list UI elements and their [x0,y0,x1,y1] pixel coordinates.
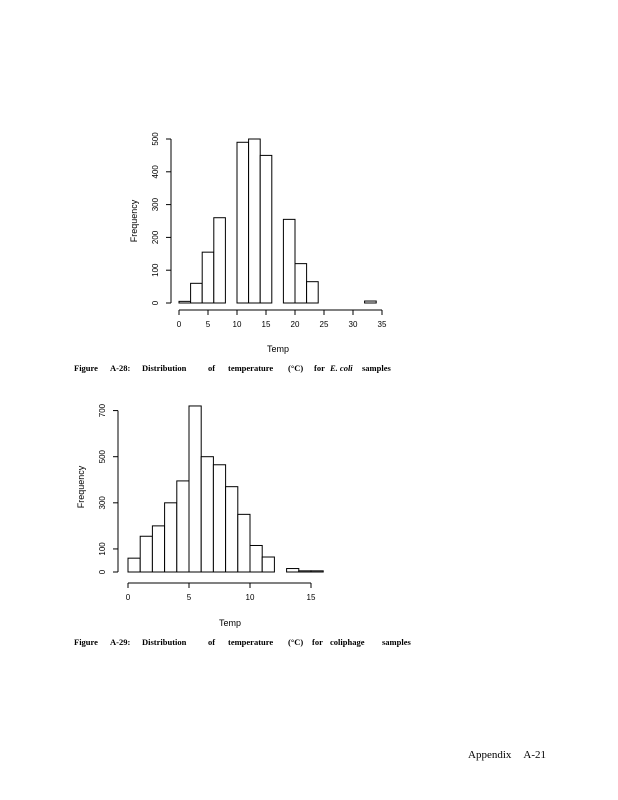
x-tick-label: 5 [206,320,211,329]
histogram-bar [310,570,324,573]
ecoli-temperature-histogram: 0 100 200 300 400 500 0 5 10 15 20 25 30 35 Temp Fre… [129,132,387,354]
x-tick-label: 15 [307,593,316,602]
histogram-bar [286,568,300,573]
histogram-bar [176,480,190,573]
histogram-bar [282,218,296,304]
x-axis: 0 5 10 15 [126,582,316,602]
x-axis: 0 5 10 15 20 25 30 35 [177,309,387,329]
histogram-bar [306,281,319,304]
histogram-bar [213,217,226,304]
caption-word: Distribution [142,363,187,373]
footer-page-number: A-21 [523,749,546,761]
caption-word: coliphage [330,637,365,647]
histogram-bar [364,300,377,304]
histogram-bar [139,535,153,573]
histogram-bar [127,557,141,573]
y-tick-label: 0 [151,300,160,305]
histogram-bar [200,456,214,573]
histogram-bars [127,405,324,573]
histogram-bar [237,513,251,573]
y-tick-label: 100 [151,263,160,277]
x-tick-label: 10 [233,320,242,329]
coliphage-temperature-histogram: 0 100 300 500 700 0 5 10 15 Temp Frequency [76,403,324,628]
caption-word: Distribution [142,637,187,647]
y-tick-label: 400 [151,165,160,179]
y-tick-label: 300 [151,197,160,211]
histogram-bar [259,154,273,304]
histogram-bar [201,251,215,304]
caption-word: of [208,363,216,373]
caption-word: Figure [74,363,98,373]
histogram-bar [212,464,227,573]
y-tick-label: 500 [151,132,160,146]
x-tick-label: 10 [246,593,255,602]
caption-word: (°C) [288,363,304,373]
caption-word: (°C) [288,637,304,647]
histogram-bar [225,486,239,573]
x-tick-label: 15 [262,320,271,329]
histogram-bar [248,138,261,304]
histogram-bar [298,570,312,573]
footer-section: Appendix [468,749,512,761]
caption-word: of [208,637,216,647]
y-tick-label: 100 [98,542,107,556]
histogram-bar [261,556,275,573]
y-axis-label: Frequency [76,465,86,508]
caption-word: temperature [228,363,274,373]
histogram-bar [236,141,250,304]
histogram-bars [178,138,377,304]
caption-word: A-28: [110,363,131,373]
x-tick-label: 5 [187,593,192,602]
caption-word: samples [382,637,411,647]
caption-word: samples [362,363,391,373]
histogram-bar [188,405,202,573]
caption-word: for [314,363,325,373]
x-axis-label: Temp [219,618,241,628]
caption-word: for [312,637,323,647]
y-tick-label: 200 [151,230,160,244]
x-tick-label: 0 [177,320,182,329]
x-tick-label: 35 [378,320,387,329]
histogram-bar [178,300,192,304]
page-footer: Appendix A-21 [468,749,558,761]
y-tick-label: 0 [98,569,107,574]
caption-word: E. coli [330,363,353,373]
y-axis: 0 100 200 300 400 500 [151,132,172,305]
histogram-bar [249,544,263,573]
y-tick-label: 700 [98,403,107,417]
histogram-bar [190,282,203,304]
histogram-bar [164,502,178,573]
histogram-bar [294,263,308,304]
y-axis: 0 100 300 500 700 [98,403,119,574]
y-axis-label: Frequency [129,199,139,242]
x-tick-label: 20 [291,320,300,329]
caption-word: Figure [74,637,98,647]
x-tick-label: 0 [126,593,131,602]
y-tick-label: 300 [98,496,107,510]
y-tick-label: 500 [98,449,107,463]
x-tick-label: 30 [349,320,358,329]
x-axis-label: Temp [267,344,289,354]
caption-word: A-29: [110,637,131,647]
histogram-bar [151,525,166,573]
caption-word: temperature [228,637,274,647]
x-tick-label: 25 [320,320,329,329]
